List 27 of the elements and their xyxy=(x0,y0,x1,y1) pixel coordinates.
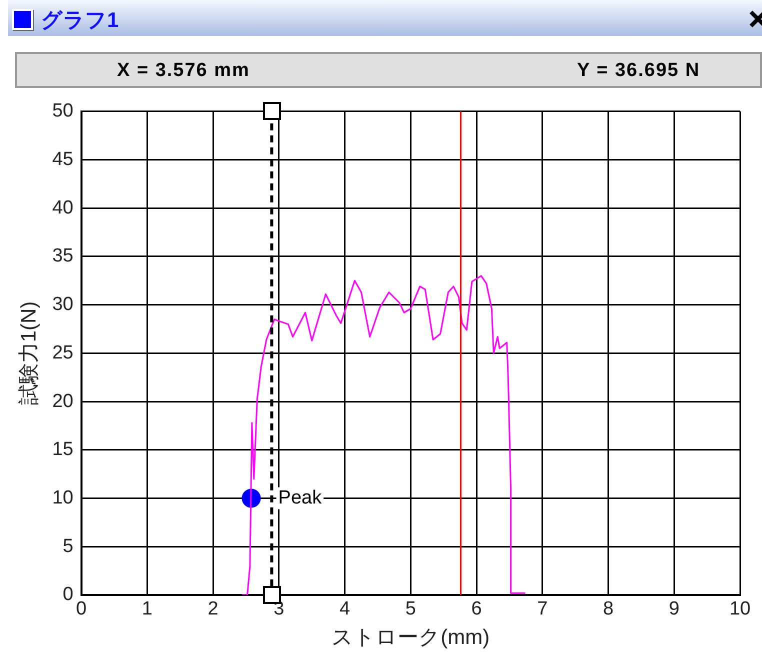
x-tick-label: 2 xyxy=(208,598,218,620)
x-tick-label: 6 xyxy=(471,598,482,620)
x-tick-label: 5 xyxy=(405,598,416,620)
x-tick-label: 0 xyxy=(76,598,87,620)
y-tick-label: 15 xyxy=(52,439,74,460)
text: X = 3.576 mm xyxy=(117,60,250,82)
annotation: Peak xyxy=(278,488,322,509)
text: Y = 36.695 N xyxy=(577,60,700,82)
x-tick-label: 8 xyxy=(602,598,614,620)
y-tick-label: 35 xyxy=(52,246,74,267)
x-tick-label: 7 xyxy=(537,598,548,620)
x-tick-label: 4 xyxy=(340,598,351,620)
chart-title: グラフ1 xyxy=(41,8,119,34)
x-tick-label: 10 xyxy=(729,598,751,620)
y-tick-label: 10 xyxy=(52,488,74,509)
x-axis-title: ストローク(mm) xyxy=(332,626,490,650)
x-tick-label: 1 xyxy=(142,598,152,620)
y-tick-label: 5 xyxy=(62,536,74,557)
y-tick-label: 25 xyxy=(52,342,74,364)
y-tick-label: 45 xyxy=(52,148,74,170)
x-tick-label: 9 xyxy=(668,598,680,620)
y-tick-label: 40 xyxy=(52,197,74,218)
y-tick-label: 30 xyxy=(52,294,74,316)
y-tick-label: 20 xyxy=(52,390,74,412)
y-axis-title: 試験力1(N) xyxy=(17,301,40,406)
y-tick-label: 50 xyxy=(52,100,74,122)
y-tick-label: 0 xyxy=(62,584,74,606)
